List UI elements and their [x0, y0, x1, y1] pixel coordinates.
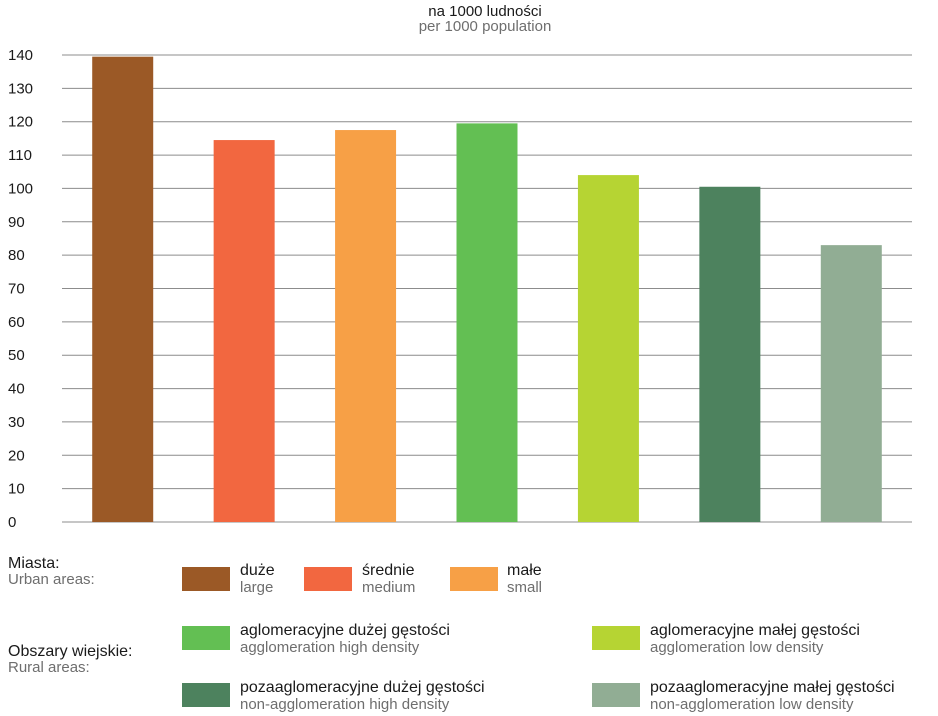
unit-label-polish: na 1000 ludności — [428, 3, 542, 20]
y-tick-label: 40 — [8, 381, 25, 398]
y-axis-tick-labels: 0 10 20 30 40 50 60 70 80 90 100 110 120 130 140 — [8, 47, 33, 531]
legend-label-non-agglomeration-low-density-en: non-agglomeration low density — [650, 696, 854, 713]
y-tick-label: 80 — [8, 247, 25, 264]
legend-label-medium: średnie — [362, 562, 415, 579]
bar-non-agglomeration-high-density — [699, 186, 761, 522]
bar-chart: 0 10 20 30 40 50 60 70 80 90 100 110 120 130 140 — [8, 47, 912, 531]
legend-swatch-small — [450, 567, 498, 591]
y-tick-label: 60 — [8, 314, 25, 331]
legend-label-agglomeration-high-density-en: agglomeration high density — [240, 639, 420, 656]
bar-medium — [213, 140, 275, 522]
legend-group-rural-label: Obszary wiejskie: — [8, 643, 133, 660]
y-tick-label: 20 — [8, 447, 25, 464]
y-tick-label: 70 — [8, 281, 25, 298]
legend-swatch-agglomeration-high-density — [182, 626, 230, 650]
unit-label-english: per 1000 population — [418, 18, 552, 35]
bar-large — [92, 56, 154, 523]
legend-group-urban-label: Miasta: — [8, 555, 60, 572]
bar-agglomeration-low-density — [577, 175, 639, 523]
y-tick-label: 110 — [8, 147, 32, 164]
y-tick-label: 120 — [8, 114, 33, 131]
legend-label-non-agglomeration-high-density-en: non-agglomeration high density — [240, 696, 450, 713]
legend-label-large-en: large — [240, 579, 274, 596]
legend-swatch-non-agglomeration-high-density — [182, 683, 230, 707]
legend-label-large: duże — [240, 562, 275, 579]
legend-swatch-large — [182, 567, 230, 591]
y-tick-label: 0 — [8, 514, 16, 531]
bar-non-agglomeration-low-density — [820, 245, 882, 522]
legend-label-agglomeration-low-density: aglomeracyjne małej gęstości — [650, 622, 860, 639]
legend-label-medium-en: medium — [362, 579, 416, 596]
legend-swatch-medium — [304, 567, 352, 591]
legend-label-agglomeration-low-density-en: agglomeration low density — [650, 639, 824, 656]
bars — [92, 56, 882, 523]
legend-label-small-en: small — [507, 579, 543, 596]
y-tick-label: 10 — [8, 481, 25, 498]
y-tick-label: 100 — [8, 180, 33, 197]
legend-label-non-agglomeration-high-density: pozaaglomeracyjne dużej gęstości — [240, 679, 485, 696]
legend-group-rural-label-en: Rural areas: — [8, 659, 90, 676]
y-tick-label: 140 — [8, 47, 33, 64]
legend-group-urban-label-en: Urban areas: — [8, 571, 95, 588]
bar-agglomeration-high-density — [456, 123, 518, 522]
y-tick-label: 90 — [8, 214, 25, 231]
legend-swatch-non-agglomeration-low-density — [592, 683, 640, 707]
y-tick-label: 30 — [8, 414, 25, 431]
y-tick-label: 130 — [8, 80, 33, 97]
legend-label-small: małe — [507, 562, 542, 579]
legend-swatch-agglomeration-low-density — [592, 626, 640, 650]
y-tick-label: 50 — [8, 347, 25, 364]
legend-label-agglomeration-high-density: aglomeracyjne dużej gęstości — [240, 622, 450, 639]
legend-label-non-agglomeration-low-density: pozaaglomeracyjne małej gęstości — [650, 679, 895, 696]
bar-small — [335, 130, 397, 522]
